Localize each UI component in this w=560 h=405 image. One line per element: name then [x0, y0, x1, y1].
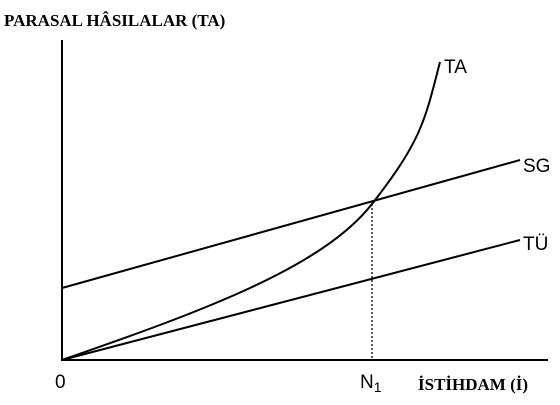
sg-line: [61, 159, 521, 289]
ta-curve: [61, 61, 441, 361]
tu-label: TÜ: [523, 234, 548, 255]
x-axis-label: İSTİHDAM (İ): [418, 375, 528, 394]
ta-label: TA: [444, 57, 467, 78]
n1-main: N: [360, 372, 374, 393]
n1-label: N1: [360, 372, 382, 395]
origin-label: 0: [55, 372, 66, 393]
tu-line: [61, 239, 521, 361]
n1-subscript: 1: [374, 379, 382, 395]
sg-label: SG: [523, 156, 550, 177]
y-axis-label: PARASAL HÂSILALAR (TA): [4, 11, 225, 30]
